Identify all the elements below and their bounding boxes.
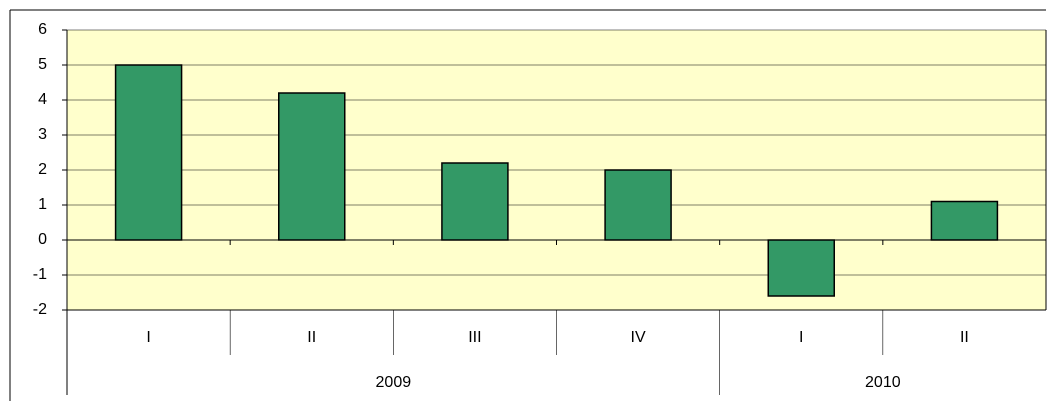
y-tick-label: -1: [33, 266, 47, 283]
bar: [278, 92, 346, 241]
y-tick-label: 6: [38, 21, 47, 38]
y-tick-label: -2: [33, 301, 47, 318]
x-tick-label: IV: [631, 329, 646, 346]
bar: [604, 169, 672, 241]
y-tick-label: 5: [38, 56, 47, 73]
x-tick-label: II: [307, 329, 316, 346]
y-tick-label: 2: [38, 161, 47, 178]
group-label: 2010: [865, 374, 901, 391]
y-tick-label: 0: [38, 231, 47, 248]
y-tick-label: 3: [38, 126, 47, 143]
bar: [767, 239, 835, 297]
x-tick-label: I: [146, 329, 150, 346]
x-tick-label: I: [799, 329, 803, 346]
bar: [114, 64, 183, 241]
x-tick-label: II: [960, 329, 969, 346]
y-tick-label: 1: [38, 196, 47, 213]
bar: [930, 200, 999, 241]
group-label: 2009: [376, 374, 412, 391]
x-tick-label: III: [468, 329, 481, 346]
bar: [441, 162, 509, 241]
y-tick-label: 4: [38, 91, 47, 108]
